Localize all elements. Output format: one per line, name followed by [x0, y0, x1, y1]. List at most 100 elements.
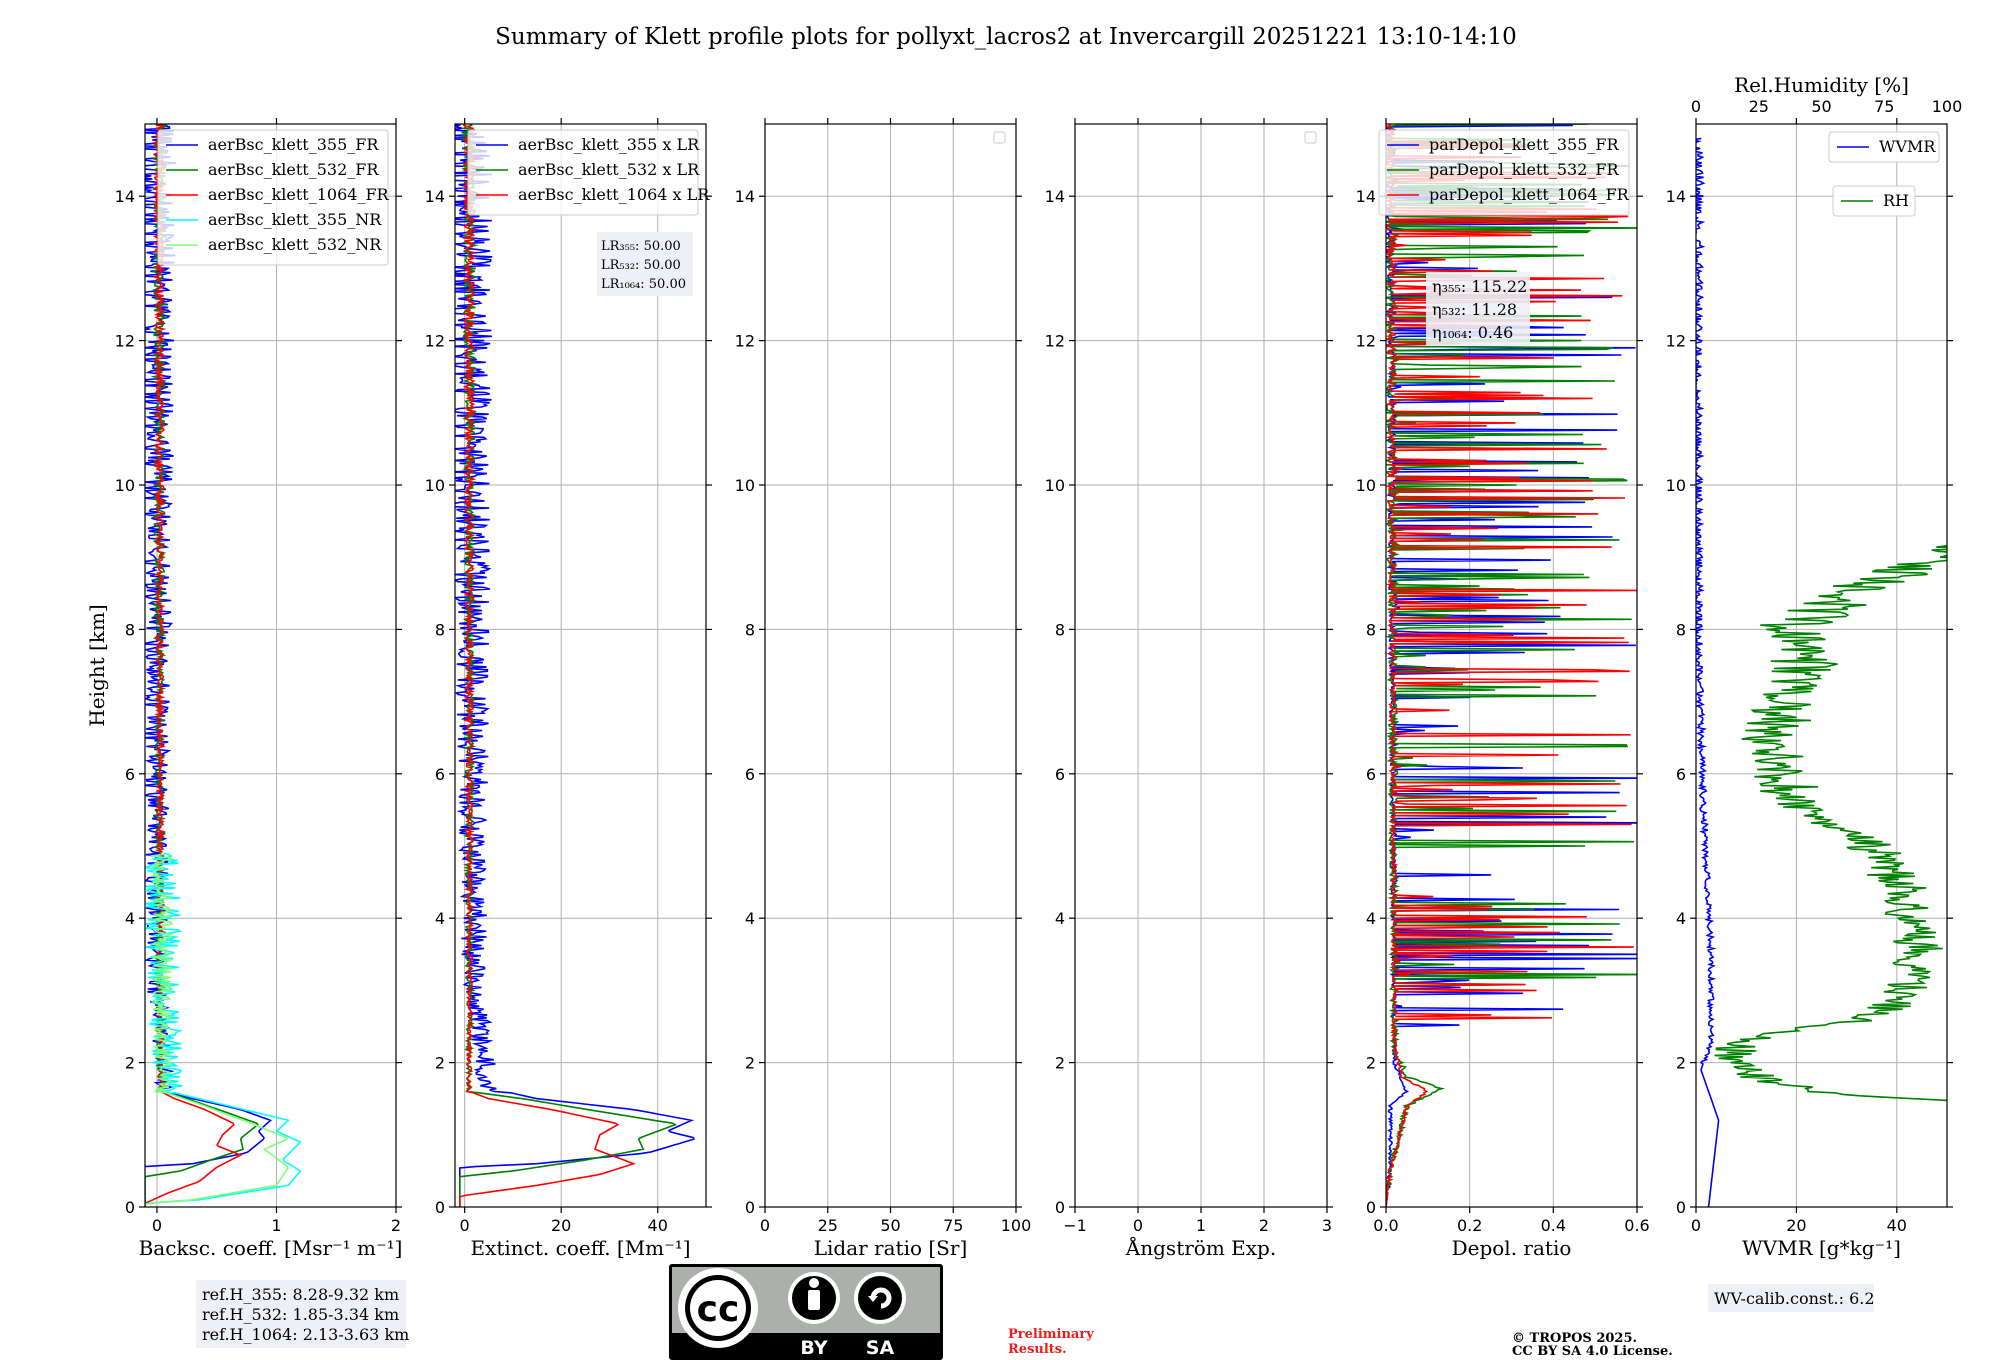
- ref-heights-box: ref.H_355: 8.28-9.32 km ref.H_532: 1.85-…: [196, 1280, 409, 1348]
- y-tick-label: 14: [425, 187, 445, 206]
- y-tick-label: 10: [115, 476, 135, 495]
- by-label: BY: [800, 1337, 827, 1359]
- y-tick-label: 12: [735, 332, 755, 351]
- x-axis-label: Extinct. coeff. [Mm⁻¹]: [470, 1236, 690, 1260]
- license-notice: CC BY SA 4.0 License.: [1512, 1344, 1673, 1359]
- y-tick-label: 2: [125, 1054, 135, 1073]
- y-tick-label: 4: [125, 909, 135, 928]
- x-tick-label: 40: [1887, 1216, 1907, 1235]
- x-tick-label: 0: [152, 1216, 162, 1235]
- x-axis-label: Lidar ratio [Sr]: [814, 1236, 968, 1260]
- cc-glyph: cc: [697, 1289, 740, 1330]
- legend-wvmr: WVMR: [1828, 131, 1940, 163]
- y-tick-label: 10: [1356, 476, 1376, 495]
- y-tick-label: 2: [1676, 1054, 1686, 1073]
- top-x-axis-label: Rel.Humidity [%]: [1734, 73, 1909, 97]
- legend: parDepol_klett_355_FR parDepol_klett_532_…: [1378, 129, 1630, 216]
- x-tick-label: 20: [551, 1216, 571, 1235]
- top-x-tick-label: 50: [1811, 97, 1831, 116]
- top-x-tick-label: 100: [1932, 97, 1963, 116]
- y-tick-label: 2: [1055, 1054, 1065, 1073]
- y-tick-label: 2: [1366, 1054, 1376, 1073]
- y-tick-label: 6: [435, 765, 445, 784]
- legend-entry: aerBsc_klett_532_NR: [208, 235, 382, 254]
- y-tick-label: 14: [735, 187, 755, 206]
- eta-value: η₁₀₆₄: 0.46: [1432, 323, 1513, 342]
- x-tick-label: 40: [648, 1216, 668, 1235]
- y-tick-label: 12: [1666, 332, 1686, 351]
- series-line-aerBsc_klett_355_FR: [145, 124, 273, 1168]
- legend-entry: aerBsc_klett_532 x LR: [518, 160, 700, 179]
- x-tick-label: 1: [271, 1216, 281, 1235]
- eta-value: η₅₃₂: 11.28: [1432, 300, 1517, 319]
- x-tick-label: 0: [1133, 1216, 1143, 1235]
- x-tick-label: 75: [943, 1216, 963, 1235]
- x-tick-label: 25: [818, 1216, 838, 1235]
- y-tick-label: 10: [735, 476, 755, 495]
- y-tick-label: 4: [745, 909, 755, 928]
- y-tick-label: 6: [1676, 765, 1686, 784]
- x-tick-label: 0: [1691, 1216, 1701, 1235]
- person-icon: [809, 1278, 819, 1288]
- lidar-ratio-value: LR₁₀₆₄: 50.00: [601, 277, 686, 292]
- wv-calib-text: WV-calib.const.: 6.2: [1714, 1289, 1875, 1308]
- ref-height-1064: ref.H_1064: 2.13-3.63 km: [202, 1325, 409, 1344]
- wv-calib-box: WV-calib.const.: 6.2: [1708, 1284, 1875, 1312]
- axes-frame: [1385, 123, 1638, 1208]
- y-tick-label: 2: [745, 1054, 755, 1073]
- y-tick-label: 8: [1366, 620, 1376, 639]
- x-tick-label: 0.2: [1457, 1216, 1482, 1235]
- legend-entry: parDepol_klett_532_FR: [1429, 160, 1620, 179]
- y-tick-label: 10: [1666, 476, 1686, 495]
- x-axis-label: Backsc. coeff. [Msr⁻¹ m⁻¹]: [139, 1236, 403, 1260]
- series-line-parDepol_klett_1064_FR: [1386, 124, 1637, 1207]
- x-axis-label: Ångström Exp.: [1125, 1235, 1276, 1260]
- series-line-parDepol_klett_532_FR: [1386, 124, 1637, 1207]
- y-tick-label: 0: [125, 1198, 135, 1217]
- y-tick-label: 8: [435, 620, 445, 639]
- x-tick-label: −1: [1063, 1216, 1087, 1235]
- cc-license-logo: cc BY SA: [669, 1264, 943, 1360]
- series-line-WVMR: [1696, 137, 1720, 1207]
- x-axis-label: WVMR [g*kg⁻¹]: [1742, 1236, 1901, 1260]
- panel-lidar_ratio: 0 25 50 75 100 0 2 4 6 8 10 12 14 Lidar ratio [Sr]: [735, 118, 1032, 1260]
- series-line-aerBsc_klett_355_NR: [145, 852, 302, 1207]
- ref-height-355: ref.H_355: 8.28-9.32 km: [202, 1285, 399, 1304]
- empty-legend: [993, 131, 1006, 144]
- y-tick-label: 14: [1045, 187, 1065, 206]
- y-tick-label: 4: [435, 909, 445, 928]
- y-tick-label: 14: [115, 187, 135, 206]
- y-tick-label: 14: [1356, 187, 1376, 206]
- eta-box: η₃₅₅: 115.22 η₅₃₂: 11.28 η₁₀₆₄: 0.46: [1426, 272, 1530, 346]
- x-tick-label: 1: [1196, 1216, 1206, 1235]
- legend-entry: aerBsc_klett_1064 x LR: [518, 185, 710, 204]
- empty-legend: [1304, 131, 1317, 144]
- ref-height-532: ref.H_532: 1.85-3.34 km: [202, 1305, 399, 1324]
- top-x-tick-label: 75: [1874, 97, 1894, 116]
- legend-entry: aerBsc_klett_355_FR: [208, 135, 379, 154]
- legend-entry: aerBsc_klett_532_FR: [208, 160, 379, 179]
- legend: aerBsc_klett_355 x LR aerBsc_klett_532 x …: [467, 129, 710, 216]
- top-x-tick-label: 25: [1749, 97, 1769, 116]
- y-tick-label: 0: [1055, 1198, 1065, 1217]
- y-tick-label: 4: [1366, 909, 1376, 928]
- x-tick-label: 0.4: [1541, 1216, 1566, 1235]
- y-tick-label: 8: [1055, 620, 1065, 639]
- y-tick-label: 10: [425, 476, 445, 495]
- x-tick-label: 2: [1259, 1216, 1269, 1235]
- preliminary-results: Preliminary Results.: [1008, 1327, 1098, 1357]
- eta-value: η₃₅₅: 115.22: [1432, 277, 1527, 296]
- y-tick-label: 4: [1676, 909, 1686, 928]
- legend-entry: RH: [1883, 191, 1909, 210]
- figure-title: Summary of Klett profile plots for polly…: [495, 24, 1517, 50]
- y-tick-label: 12: [1045, 332, 1065, 351]
- axes-frame: [454, 123, 707, 1208]
- lidar-ratio-box: LR₃₅₅: 50.00 LR₅₃₂: 50.00 LR₁₀₆₄: 50.00: [597, 232, 693, 296]
- x-tick-label: 100: [1001, 1216, 1032, 1235]
- legend-entry: aerBsc_klett_355 x LR: [518, 135, 700, 154]
- legend-entry: aerBsc_klett_355_NR: [208, 210, 382, 229]
- legend-entry: aerBsc_klett_1064_FR: [208, 185, 390, 204]
- panel-extinction: 0 20 40 0 2 4 6 8 10 12 14 Extinct. coeff. [Mm⁻¹] ae…: [425, 118, 712, 1260]
- y-tick-label: 0: [1366, 1198, 1376, 1217]
- series-line-RH: [1714, 545, 1947, 1102]
